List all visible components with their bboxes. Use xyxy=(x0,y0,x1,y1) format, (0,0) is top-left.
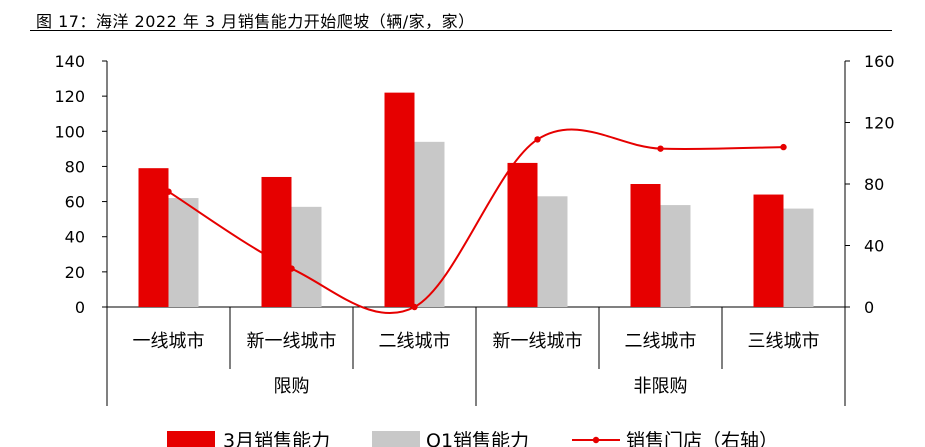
store-line xyxy=(165,128,787,314)
bar-q1 xyxy=(414,141,445,307)
left-tick-label: 80 xyxy=(65,157,85,176)
legend-label-q1: Q1销售能力 xyxy=(426,430,529,447)
left-tick-label: 60 xyxy=(65,193,85,212)
store-point xyxy=(411,303,418,311)
group-label: 限购 xyxy=(274,376,310,397)
category-label: 一线城市 xyxy=(133,331,205,352)
bar-march xyxy=(384,92,415,307)
left-tick-label: 100 xyxy=(54,122,85,141)
store-line-path xyxy=(167,128,784,314)
store-point xyxy=(657,145,664,152)
bar-march xyxy=(138,168,169,307)
bars xyxy=(138,92,814,307)
bar-march xyxy=(630,184,661,307)
store-point xyxy=(534,136,541,143)
legend-label-march: 3月销售能力 xyxy=(223,430,330,447)
title-rule xyxy=(30,30,892,31)
bar-q1 xyxy=(168,198,199,307)
bar-q1 xyxy=(783,208,814,307)
bar-march xyxy=(507,162,538,307)
legend-swatch-line-marker xyxy=(592,436,600,444)
bar-march xyxy=(753,194,784,307)
legend-swatch-march xyxy=(167,431,215,447)
left-tick-label: 120 xyxy=(54,87,85,106)
bar-q1 xyxy=(660,205,691,307)
right-tick-label: 80 xyxy=(864,175,884,194)
left-tick-label: 140 xyxy=(54,52,85,71)
legend: 3月销售能力 Q1销售能力 销售门店（右轴） xyxy=(167,430,778,447)
right-tick-label: 160 xyxy=(864,52,895,71)
bar-q1 xyxy=(291,206,322,307)
legend-swatch-q1 xyxy=(372,431,420,447)
category-label: 二线城市 xyxy=(625,331,697,352)
left-tick-label: 40 xyxy=(65,228,85,247)
right-tick-label: 120 xyxy=(864,114,895,133)
right-tick-label: 40 xyxy=(864,237,884,256)
bar-q1 xyxy=(537,196,568,307)
right-tick-label: 0 xyxy=(864,298,874,317)
left-tick-label: 0 xyxy=(75,298,85,317)
category-label: 新一线城市 xyxy=(493,331,583,352)
store-point xyxy=(288,265,295,272)
left-tick-label: 20 xyxy=(65,263,85,282)
bar-march xyxy=(261,176,292,307)
group-label: 非限购 xyxy=(634,376,688,397)
legend-label-line: 销售门店（右轴） xyxy=(626,430,778,447)
category-label: 新一线城市 xyxy=(247,331,337,352)
store-point xyxy=(780,143,787,151)
category-label: 二线城市 xyxy=(379,331,451,352)
figure-title: 图 17：海洋 2022 年 3 月销售能力开始爬坡（辆/家，家） xyxy=(36,12,475,31)
store-point xyxy=(165,188,172,195)
category-label: 三线城市 xyxy=(748,331,820,352)
